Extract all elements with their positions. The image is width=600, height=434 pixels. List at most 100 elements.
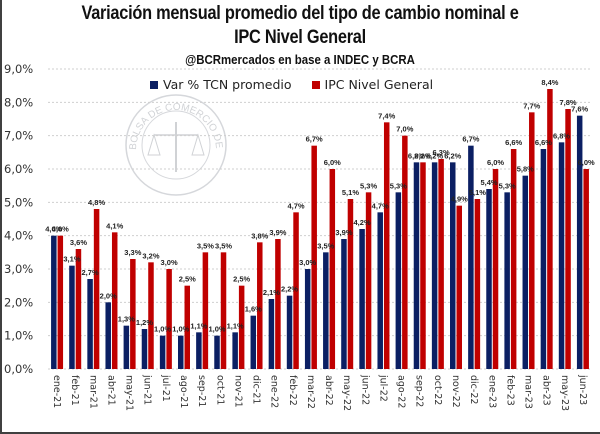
y-tick-label: 1,0% bbox=[4, 329, 33, 343]
bar-ipc bbox=[148, 262, 154, 369]
data-label-tcn: 3,9% bbox=[335, 228, 352, 237]
bar-ipc bbox=[238, 285, 245, 369]
data-label-tcn: 6,2% bbox=[408, 151, 425, 160]
data-label-ipc: 3,2% bbox=[142, 251, 159, 260]
data-label-tcn: 3,0% bbox=[299, 258, 316, 267]
x-tick-label: jun-23 bbox=[577, 374, 588, 405]
data-label-ipc: 7,7% bbox=[523, 101, 540, 110]
y-tick-label: 2,0% bbox=[4, 295, 33, 309]
x-tick-label: nov-21 bbox=[232, 375, 243, 408]
x-tick-label: feb-23 bbox=[504, 375, 515, 406]
data-label-ipc: 5,1% bbox=[342, 188, 359, 197]
data-label-tcn: 5,3% bbox=[499, 181, 516, 190]
y-tick-label: 6,0% bbox=[4, 162, 33, 176]
y-tick-label: 0,0% bbox=[4, 362, 33, 376]
bar-ipc bbox=[130, 259, 136, 369]
x-tick-label: abr-23 bbox=[541, 375, 552, 406]
bar-tcn bbox=[431, 162, 438, 369]
bar-tcn bbox=[504, 192, 510, 369]
data-label-tcn: 5,8% bbox=[517, 165, 534, 174]
bar-tcn bbox=[486, 189, 492, 369]
chart-title-line2: IPC Nivel General bbox=[234, 27, 366, 48]
y-tick-label: 7,0% bbox=[4, 129, 33, 143]
bar-ipc bbox=[402, 135, 408, 369]
bar-tcn bbox=[323, 252, 329, 369]
bar-ipc bbox=[293, 212, 299, 369]
x-tick-label: feb-21 bbox=[69, 375, 80, 406]
data-label-tcn: 1,0% bbox=[208, 325, 225, 334]
data-label-ipc: 6,0% bbox=[324, 158, 341, 167]
data-label-tcn: 7,6% bbox=[571, 105, 588, 114]
bar-ipc bbox=[583, 169, 589, 369]
data-label-ipc: 3,0% bbox=[161, 258, 178, 267]
bar-ipc bbox=[329, 169, 336, 369]
bar-ipc bbox=[75, 249, 82, 369]
bar-tcn bbox=[395, 192, 402, 369]
y-tick-label: 3,0% bbox=[4, 262, 33, 276]
bar-tcn bbox=[413, 162, 420, 369]
chart-legend: Var % TCN promedio IPC Nivel General bbox=[150, 77, 433, 92]
watermark-logo: BOLSA DE COMERCIO DE ROSARIO bbox=[0, 0, 227, 196]
data-label-ipc: 3,8% bbox=[251, 231, 268, 240]
bar-ipc bbox=[184, 285, 190, 369]
data-label-tcn: 5,4% bbox=[480, 178, 497, 187]
data-label-tcn: 3,1% bbox=[63, 255, 80, 264]
bar-ipc bbox=[565, 109, 571, 369]
data-label-ipc: 6,6% bbox=[505, 138, 522, 147]
data-label-tcn: 1,1% bbox=[190, 321, 207, 330]
data-label-ipc: 4,7% bbox=[287, 201, 304, 210]
data-label-tcn: 6,7% bbox=[462, 135, 479, 144]
data-label-ipc: 2,5% bbox=[179, 275, 196, 284]
bar-tcn bbox=[268, 299, 275, 369]
x-tick-label: abr-21 bbox=[105, 375, 116, 406]
x-tick-label: ene-21 bbox=[51, 375, 62, 408]
data-label-tcn: 6,2% bbox=[426, 151, 443, 160]
data-label-ipc: 2,5% bbox=[233, 275, 250, 284]
bar-ipc bbox=[492, 169, 499, 369]
data-label-tcn: 1,1% bbox=[227, 321, 244, 330]
bar-ipc bbox=[311, 145, 317, 369]
bar-ipc bbox=[438, 159, 444, 369]
x-tick-label: may-23 bbox=[559, 375, 570, 411]
data-label-ipc: 3,9% bbox=[269, 228, 286, 237]
data-label-ipc: 3,3% bbox=[124, 248, 141, 257]
x-tick-label: oct-22 bbox=[432, 375, 443, 405]
bar-ipc bbox=[510, 149, 517, 369]
bar-tcn bbox=[232, 332, 238, 369]
bar-ipc bbox=[275, 239, 281, 369]
bar-tcn bbox=[178, 335, 184, 369]
bar-tcn bbox=[159, 335, 166, 369]
bar-tcn bbox=[214, 335, 220, 369]
bar-tcn bbox=[540, 149, 547, 369]
data-label-tcn: 4,2% bbox=[354, 218, 371, 227]
y-tick-label: 8,0% bbox=[4, 95, 33, 109]
watermark-text: BOLSA DE COMERCIO DE ROSARIO bbox=[0, 0, 224, 151]
x-tick-label: ene-23 bbox=[486, 375, 497, 408]
data-label-ipc: 4,0% bbox=[52, 225, 69, 234]
data-label-ipc: 6,3% bbox=[433, 148, 450, 157]
bar-ipc bbox=[166, 269, 172, 369]
data-label-tcn: 2,2% bbox=[281, 285, 298, 294]
bar-tcn bbox=[286, 295, 293, 369]
data-label-ipc: 8,4% bbox=[541, 78, 558, 87]
bar-tcn bbox=[87, 279, 93, 369]
data-label-ipc: 5,3% bbox=[360, 181, 377, 190]
legend-swatch-ipc bbox=[311, 80, 320, 89]
data-label-ipc: 7,8% bbox=[559, 98, 576, 107]
data-label-tcn: 1,2% bbox=[136, 318, 153, 327]
x-tick-label: ene-22 bbox=[269, 375, 280, 408]
bar-ipc bbox=[57, 235, 64, 369]
y-tick-label: 4,0% bbox=[4, 229, 33, 243]
data-label-ipc: 7,4% bbox=[378, 111, 395, 120]
bar-tcn bbox=[123, 325, 130, 369]
data-label-ipc: 7,0% bbox=[396, 125, 413, 134]
x-tick-label: feb-22 bbox=[287, 375, 298, 406]
bar-ipc bbox=[420, 162, 426, 369]
data-label-tcn: 5,3% bbox=[390, 181, 407, 190]
bar-tcn bbox=[450, 162, 456, 369]
data-label-tcn: 6,8% bbox=[553, 131, 570, 140]
x-tick-label: nov-22 bbox=[450, 375, 461, 408]
data-label-ipc: 6,2% bbox=[414, 151, 431, 160]
